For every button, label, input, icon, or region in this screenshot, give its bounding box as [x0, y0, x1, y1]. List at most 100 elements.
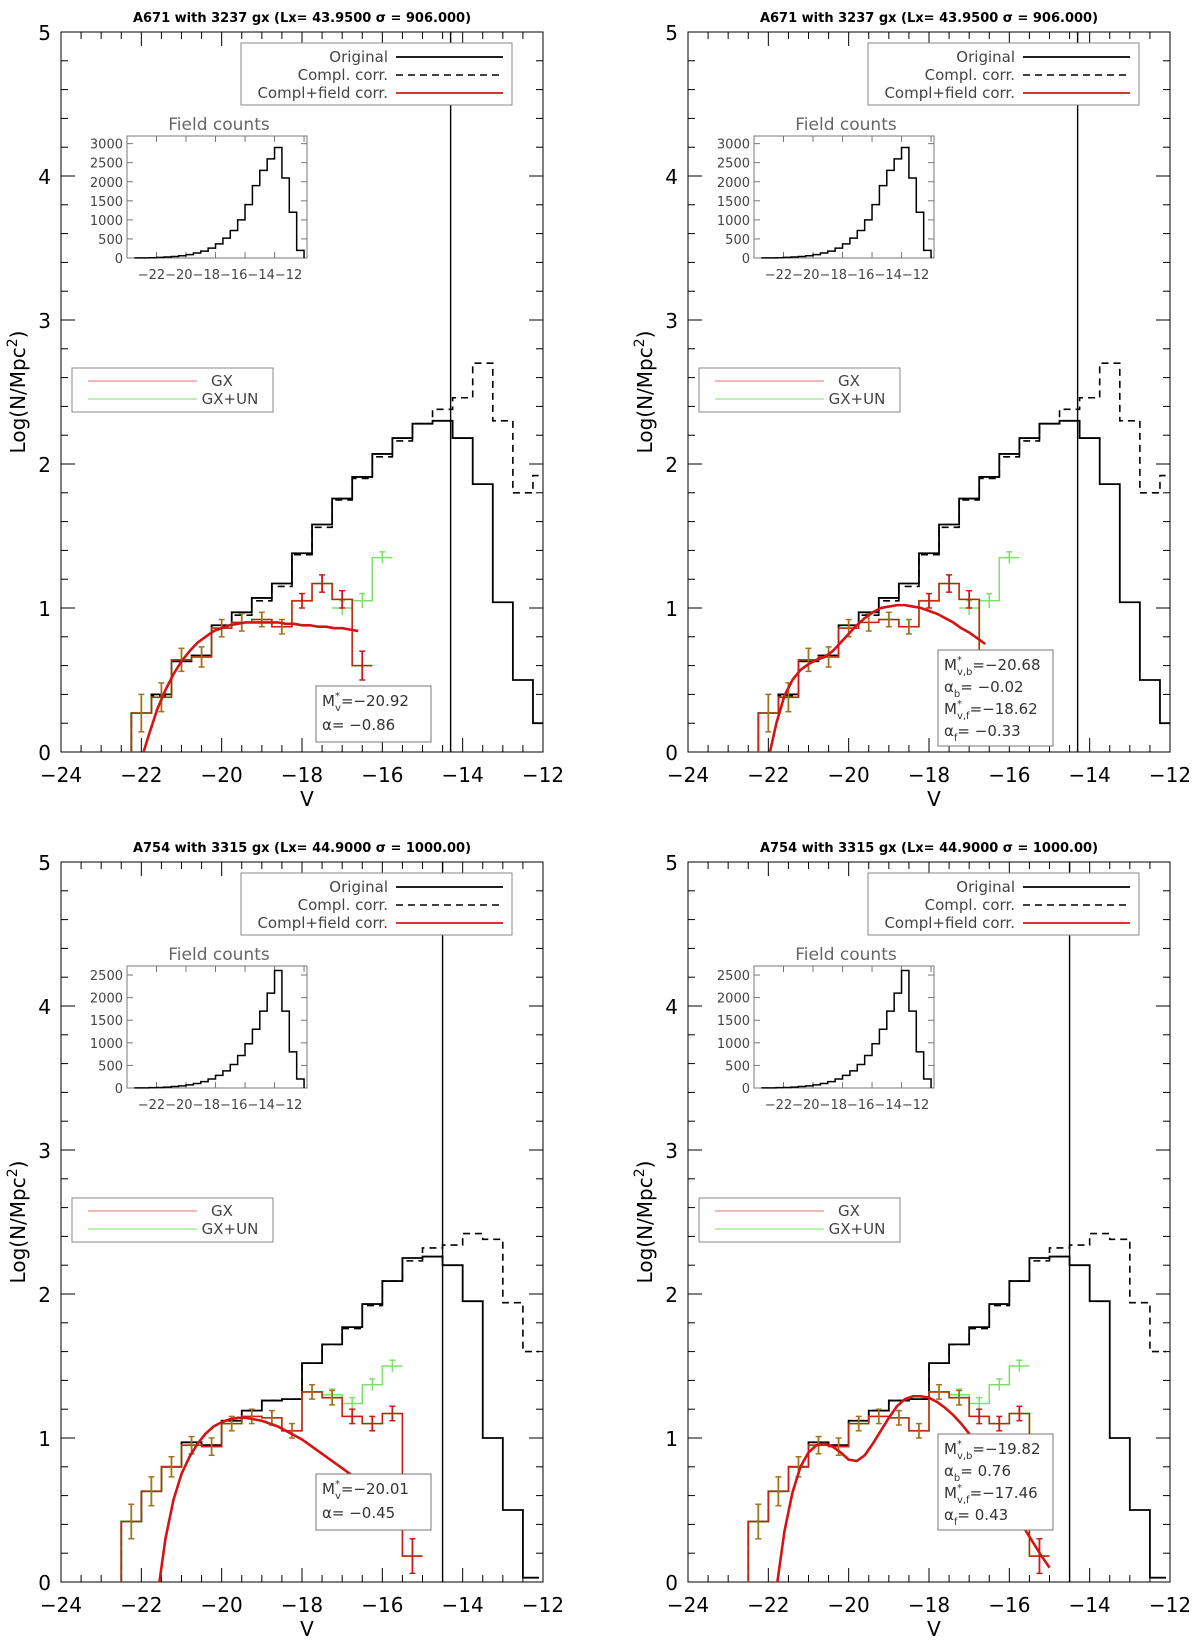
fit-param-sub: v — [335, 703, 341, 714]
inset-y-tick-label: 2000 — [717, 992, 750, 1007]
inset-x-tick-labels: −22−20−18−16−14−12 — [138, 1098, 303, 1113]
legend-top-box — [240, 872, 513, 936]
fit-param-name: α — [944, 1462, 954, 1480]
x-tick-label: −16 — [988, 1593, 1030, 1617]
fit-param-value: = −0.33 — [957, 722, 1020, 740]
legend-gx-un-label: GX+UN — [202, 390, 259, 408]
y-tick-label: 5 — [38, 851, 51, 875]
legend-original-label: Original — [956, 48, 1015, 66]
y-tick-label: 1 — [38, 597, 51, 621]
y-tick-label: 4 — [38, 995, 51, 1019]
inset-y-tick-label: 3000 — [717, 138, 750, 153]
fit-param-line: αb= −0.02 — [944, 678, 1024, 700]
x-tick-label: −20 — [201, 763, 243, 787]
y-axis-label: Log(N/Mpc2) — [632, 331, 657, 454]
x-axis-label: V — [300, 1617, 314, 1641]
x-tick-label: −22 — [747, 1593, 789, 1617]
legend-gx-label: GX — [211, 372, 233, 390]
fit-param-line: αb= 0.76 — [944, 1462, 1011, 1484]
inset-y-tick-label: 2000 — [90, 176, 123, 191]
panel-2: A671 with 3237 gx (Lx= 43.9500 σ = 906.0… — [632, 11, 1191, 811]
y-axis-label-end: ) — [633, 1161, 657, 1169]
inset-histogram — [761, 969, 932, 1089]
inset-y-tick-label: 1000 — [90, 1037, 123, 1052]
fit-param-sub: v,b — [957, 667, 972, 678]
x-tick-label: −16 — [361, 763, 403, 787]
inset-y-tick-label: 500 — [725, 1059, 750, 1074]
y-axis-label-sup: 2 — [5, 1168, 21, 1177]
x-tick-label: −16 — [988, 763, 1030, 787]
inset-y-tick-label: 0 — [115, 252, 123, 267]
inset-x-tick-labels: −22−20−18−16−14−12 — [138, 268, 303, 283]
fit-param-sub: f — [954, 733, 958, 744]
fit-param-sup: * — [957, 1439, 962, 1450]
x-axis-label: V — [927, 1617, 941, 1641]
x-tick-label: −20 — [828, 1593, 870, 1617]
x-tick-label: −20 — [201, 1593, 243, 1617]
inset-y-tick-label: 1000 — [717, 214, 750, 229]
inset-histogram — [761, 146, 932, 259]
inset-title: Field counts — [795, 945, 897, 965]
fit-param-name: M — [944, 1484, 957, 1502]
inset-y-tick-label: 500 — [98, 233, 123, 248]
fit-param-name: M — [944, 1440, 957, 1458]
fit-param-line: α= −0.86 — [322, 716, 395, 734]
inset-y-tick-label: 1000 — [90, 214, 123, 229]
legend-compl-corr-label: Compl. corr. — [925, 66, 1015, 84]
y-tick-label: 3 — [665, 309, 678, 333]
series-fit-curve — [768, 603, 986, 752]
x-tick-label: −24 — [667, 763, 709, 787]
y-tick-label: 0 — [38, 1571, 51, 1595]
fit-param-line: αf= −0.33 — [944, 722, 1021, 744]
legend-gx-label: GX — [838, 1202, 860, 1220]
fit-param-line: M* v,b=−20.68 — [944, 655, 1041, 678]
legend-top-box — [867, 42, 1140, 106]
y-axis-label-main: Log(N/Mpc — [633, 1177, 657, 1283]
fit-param-sub: b — [954, 689, 960, 700]
inset-title: Field counts — [168, 945, 270, 965]
fit-param-value: = −0.45 — [332, 1504, 395, 1522]
panel-1: A671 with 3237 gx (Lx= 43.9500 σ = 906.0… — [5, 11, 564, 811]
fit-param-value: =−20.68 — [972, 656, 1040, 674]
y-axis-label-sup: 2 — [5, 338, 21, 347]
fit-param-sup: * — [957, 655, 962, 666]
legend-mid-box — [71, 1197, 274, 1243]
y-axis-label-end: ) — [6, 331, 30, 339]
y-axis-label-main: Log(N/Mpc — [633, 347, 657, 453]
legend-gx-un-label: GX+UN — [202, 1220, 259, 1238]
y-axis-label-main: Log(N/Mpc — [6, 347, 30, 453]
fit-param-sup: * — [957, 1483, 962, 1494]
panel-3: A754 with 3315 gx (Lx= 44.9000 σ = 1000.… — [5, 841, 564, 1641]
x-tick-label: −22 — [120, 1593, 162, 1617]
x-tick-label: −20 — [828, 763, 870, 787]
legend-gx-label: GX — [838, 372, 860, 390]
x-tick-label: −22 — [747, 763, 789, 787]
inset-y-tick-label: 3000 — [90, 138, 123, 153]
legend-top-box — [867, 872, 1140, 936]
inset-title: Field counts — [168, 115, 270, 135]
inset-x-tick-labels: −22−20−18−16−14−12 — [765, 268, 930, 283]
panel-4: A754 with 3315 gx (Lx= 44.9000 σ = 1000.… — [632, 841, 1191, 1641]
x-tick-label: −14 — [1069, 1593, 1111, 1617]
series-gx — [757, 582, 1000, 752]
y-tick-label: 0 — [665, 741, 678, 765]
inset-y-tick-label: 0 — [115, 1082, 123, 1097]
fit-param-value: = −0.02 — [960, 678, 1023, 696]
fit-param-sub: v,f — [957, 1495, 970, 1506]
legend-compl-field-corr-label: Compl+field corr. — [884, 914, 1015, 932]
fit-param-name: M — [944, 656, 957, 674]
series-original — [120, 1255, 539, 1582]
fit-param-sup: * — [335, 1479, 340, 1490]
x-tick-label: −24 — [40, 763, 82, 787]
y-axis-label-sup: 2 — [632, 338, 648, 347]
y-tick-label: 5 — [38, 21, 51, 45]
fit-params-box — [315, 1473, 432, 1531]
fit-param-value: = 0.76 — [960, 1462, 1011, 1480]
x-tick-label: −14 — [442, 1593, 484, 1617]
x-tick-label: −24 — [40, 1593, 82, 1617]
fit-param-value: = 0.43 — [957, 1506, 1008, 1524]
inset-frame — [753, 135, 935, 259]
inset-frame — [126, 965, 308, 1089]
